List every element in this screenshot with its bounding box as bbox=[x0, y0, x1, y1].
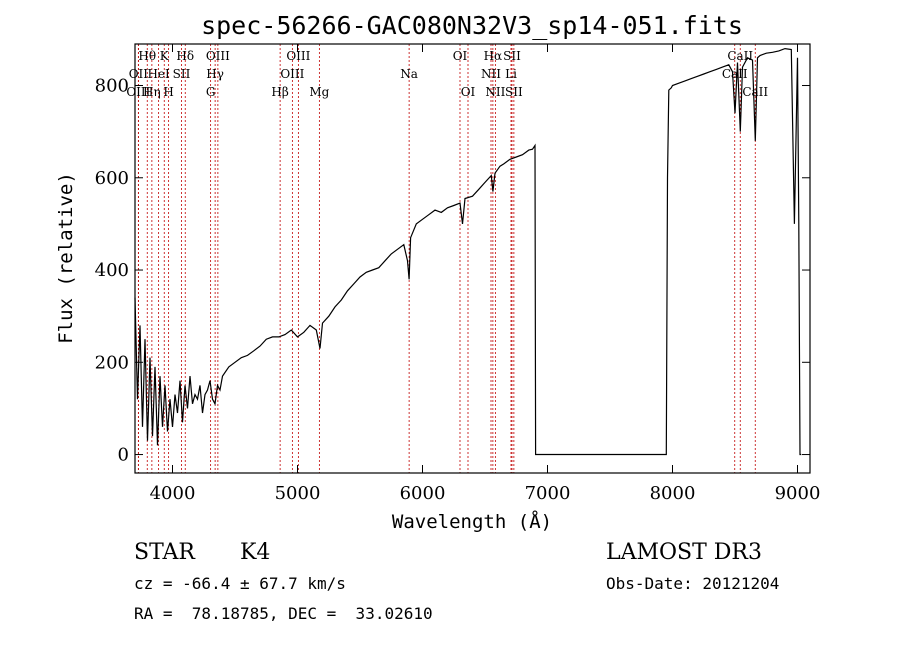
observation-date: Obs-Date: 20121204 bbox=[606, 574, 780, 593]
spectral-line-label: OIII bbox=[280, 67, 304, 81]
y-axis-label: Flux (relative) bbox=[55, 172, 77, 344]
spectral-line-label: Li bbox=[505, 67, 517, 81]
spectral-line-label: K bbox=[160, 49, 170, 63]
spectral-line-label: Hα bbox=[484, 49, 503, 63]
y-tick-label: 200 bbox=[95, 352, 129, 373]
spectrum-line bbox=[134, 47, 802, 456]
x-tick-label: 4000 bbox=[150, 483, 196, 504]
spectral-line-label: OII bbox=[129, 67, 149, 81]
spectral-line-label: Na bbox=[400, 67, 418, 81]
redshift-velocity: cz = -66.4 ± 67.7 km/s bbox=[134, 574, 346, 593]
spectral-line-label: Hδ bbox=[176, 49, 194, 63]
x-tick-label: 6000 bbox=[400, 483, 446, 504]
spectral-line-label: OIII bbox=[126, 85, 150, 99]
spectral-line-label: OI bbox=[461, 85, 476, 99]
coordinates: RA = 78.18785, DEC = 33.02610 bbox=[134, 604, 433, 623]
spectral-line-label: SII bbox=[503, 49, 521, 63]
x-tick-label: 5000 bbox=[275, 483, 321, 504]
spectral-line-label: CaII bbox=[742, 85, 768, 99]
spectral-line-label: OIII bbox=[206, 49, 230, 63]
y-tick-label: 800 bbox=[95, 76, 129, 97]
x-tick-label: 7000 bbox=[525, 483, 571, 504]
survey-name: LAMOST DR3 bbox=[606, 540, 762, 565]
spectral-line-label: NII bbox=[485, 85, 505, 99]
spectral-line-label: SII bbox=[505, 85, 523, 99]
object-class: STAR bbox=[134, 540, 195, 565]
object-subclass: K4 bbox=[240, 540, 271, 565]
spectral-line-label: Hθ bbox=[138, 49, 156, 63]
x-axis-ticks: 4000 5000 6000 7000 8000 9000 bbox=[150, 44, 821, 504]
spectral-line-label: Hβ bbox=[271, 85, 288, 99]
spectral-line-label: SII bbox=[173, 67, 191, 81]
spectral-line-label: G bbox=[206, 85, 216, 99]
spectral-line-label: Mg bbox=[309, 85, 329, 99]
chart-title: spec-56266-GAC080N32V3_sp14-051.fits bbox=[201, 11, 743, 40]
spectrum-plot: spec-56266-GAC080N32V3_sp14-051.fits Hθ O… bbox=[55, 11, 821, 533]
spectral-line-label: CaII bbox=[727, 49, 753, 63]
y-tick-label: 400 bbox=[95, 260, 129, 281]
spectral-line-label: Hη bbox=[143, 85, 161, 99]
spectral-line-markers bbox=[137, 44, 756, 473]
spectral-line-label: H bbox=[163, 85, 173, 99]
y-tick-label: 0 bbox=[118, 445, 129, 466]
x-tick-label: 9000 bbox=[775, 483, 821, 504]
spectral-line-label: HeI bbox=[147, 67, 170, 81]
y-tick-label: 600 bbox=[95, 168, 129, 189]
spectral-line-label: Hγ bbox=[206, 67, 224, 81]
x-tick-label: 8000 bbox=[650, 483, 696, 504]
plot-frame bbox=[134, 43, 811, 474]
y-axis-ticks: 0 200 400 600 800 bbox=[95, 76, 810, 466]
x-axis-label: Wavelength (Å) bbox=[392, 510, 552, 533]
spectral-line-label: CaII bbox=[722, 67, 748, 81]
spectral-line-label: OI bbox=[453, 49, 468, 63]
spectral-line-label: OIII bbox=[286, 49, 310, 63]
spectral-line-label: NII bbox=[481, 67, 501, 81]
